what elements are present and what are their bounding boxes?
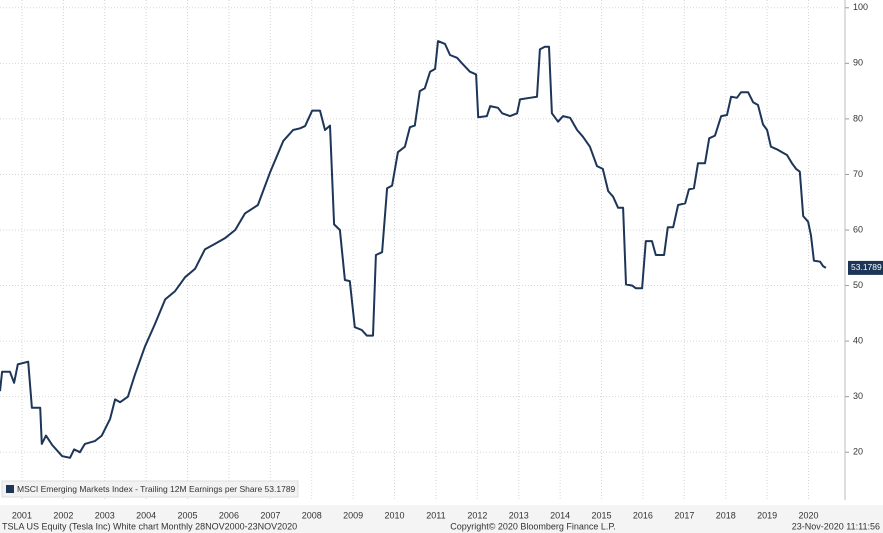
x-tick-label: 2005 — [178, 510, 198, 520]
x-tick-label: 2012 — [467, 510, 487, 520]
x-tick-label: 2003 — [95, 510, 115, 520]
y-tick-label: 100 — [853, 2, 868, 12]
footer-left: TSLA US Equity (Tesla Inc) White chart M… — [2, 521, 297, 531]
x-tick-label: 2002 — [53, 510, 73, 520]
footer-center: Copyright© 2020 Bloomberg Finance L.P. — [450, 521, 616, 531]
footer-band — [0, 505, 883, 533]
x-tick-label: 2008 — [302, 510, 322, 520]
last-value-tag — [848, 260, 883, 275]
y-tick-label: 80 — [853, 113, 863, 123]
x-tick-label: 2020 — [799, 510, 819, 520]
y-tick-label: 30 — [853, 391, 863, 401]
x-tick-label: 2009 — [343, 510, 363, 520]
x-tick-label: 2014 — [550, 510, 570, 520]
x-tick-label: 2018 — [716, 510, 736, 520]
x-tick-label: 2015 — [592, 510, 612, 520]
x-tick-label: 2010 — [385, 510, 405, 520]
x-tick-label: 2007 — [260, 510, 280, 520]
y-tick-label: 50 — [853, 280, 863, 290]
y-tick-label: 60 — [853, 224, 863, 234]
series-line — [0, 40, 827, 459]
legend-box — [1, 480, 299, 498]
y-tick-label: 70 — [853, 169, 863, 179]
last-value-label: 53.1789 — [851, 262, 882, 272]
x-tick-label: 2004 — [136, 510, 156, 520]
x-tick-label: 2019 — [757, 510, 777, 520]
y-tick-label: 20 — [853, 447, 863, 457]
x-tick-label: 2017 — [674, 510, 694, 520]
footer-right: 23-Nov-2020 11:11:56 — [792, 521, 880, 531]
legend: MSCI Emerging Markets Index - Trailing 1… — [1, 480, 299, 498]
x-tick-label: 2001 — [12, 510, 32, 520]
y-tick-label: 40 — [853, 335, 863, 345]
x-tick-label: 2006 — [219, 510, 239, 520]
x-tick-label: 2013 — [509, 510, 529, 520]
x-tick-label: 2011 — [426, 510, 445, 520]
x-tick-label: 2016 — [633, 510, 653, 520]
y-tick-label: 90 — [853, 58, 863, 68]
legend-swatch — [6, 485, 14, 493]
legend-label: MSCI Emerging Markets Index - Trailing 1… — [17, 484, 296, 494]
